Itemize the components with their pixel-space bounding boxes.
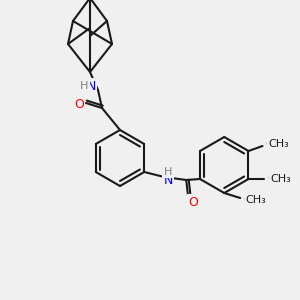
Text: O: O (188, 196, 198, 208)
Text: O: O (268, 172, 278, 185)
Text: H: H (164, 167, 172, 177)
Text: H: H (80, 81, 88, 91)
Text: N: N (164, 173, 173, 187)
Text: O: O (243, 194, 253, 206)
Text: CH₃: CH₃ (246, 195, 267, 205)
Text: CH₃: CH₃ (268, 139, 289, 149)
Text: CH₃: CH₃ (270, 174, 291, 184)
Text: O: O (266, 137, 275, 151)
Text: N: N (86, 80, 96, 92)
Text: O: O (74, 98, 84, 112)
